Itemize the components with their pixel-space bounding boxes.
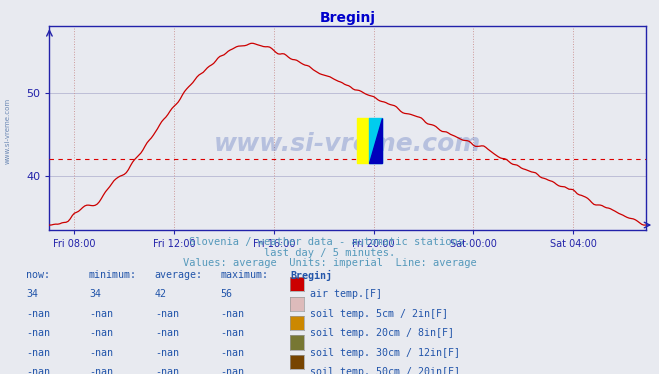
Text: www.si-vreme.com: www.si-vreme.com <box>214 132 481 156</box>
Text: -nan: -nan <box>155 367 179 374</box>
Title: Breginj: Breginj <box>320 11 376 25</box>
Text: Values: average  Units: imperial  Line: average: Values: average Units: imperial Line: av… <box>183 258 476 268</box>
Text: average:: average: <box>155 270 203 280</box>
Text: -nan: -nan <box>26 348 50 358</box>
Text: air temp.[F]: air temp.[F] <box>310 289 382 300</box>
Text: maximum:: maximum: <box>221 270 269 280</box>
Text: -nan: -nan <box>89 348 113 358</box>
Text: 56: 56 <box>221 289 233 300</box>
Text: soil temp. 5cm / 2in[F]: soil temp. 5cm / 2in[F] <box>310 309 447 319</box>
Text: soil temp. 20cm / 8in[F]: soil temp. 20cm / 8in[F] <box>310 328 454 338</box>
Text: -nan: -nan <box>155 328 179 338</box>
Text: -nan: -nan <box>89 328 113 338</box>
Bar <box>357 118 370 163</box>
Text: 34: 34 <box>89 289 101 300</box>
Text: -nan: -nan <box>155 309 179 319</box>
Text: -nan: -nan <box>26 367 50 374</box>
Text: Slovenia / weather data - automatic stations.: Slovenia / weather data - automatic stat… <box>189 237 470 248</box>
Text: -nan: -nan <box>221 309 244 319</box>
Text: www.si-vreme.com: www.si-vreme.com <box>5 98 11 164</box>
Text: soil temp. 50cm / 20in[F]: soil temp. 50cm / 20in[F] <box>310 367 460 374</box>
Text: -nan: -nan <box>89 367 113 374</box>
Bar <box>370 118 382 163</box>
Text: minimum:: minimum: <box>89 270 137 280</box>
Text: -nan: -nan <box>89 309 113 319</box>
Polygon shape <box>370 118 382 163</box>
Text: Breginj: Breginj <box>290 270 332 281</box>
Text: -nan: -nan <box>221 328 244 338</box>
Text: now:: now: <box>26 270 50 280</box>
Text: -nan: -nan <box>26 328 50 338</box>
Text: -nan: -nan <box>26 309 50 319</box>
Text: soil temp. 30cm / 12in[F]: soil temp. 30cm / 12in[F] <box>310 348 460 358</box>
Text: 34: 34 <box>26 289 38 300</box>
Text: -nan: -nan <box>221 367 244 374</box>
Text: last day / 5 minutes.: last day / 5 minutes. <box>264 248 395 258</box>
Text: -nan: -nan <box>221 348 244 358</box>
Text: -nan: -nan <box>155 348 179 358</box>
Text: 42: 42 <box>155 289 167 300</box>
